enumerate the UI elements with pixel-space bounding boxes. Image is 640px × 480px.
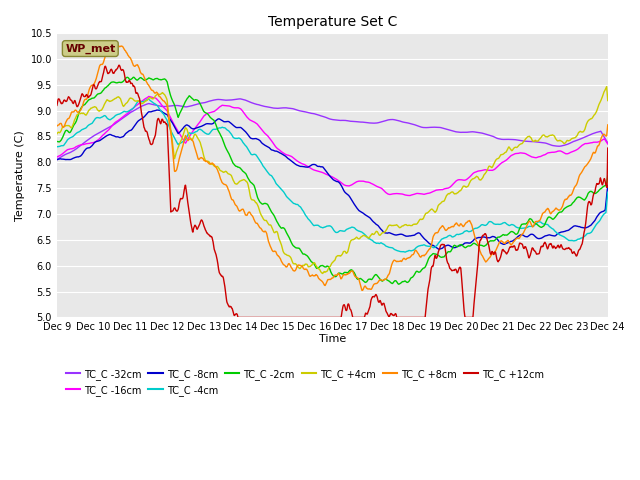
TC_C +12cm [309, 314, 317, 320]
TC_C +4cm [298, 264, 306, 269]
TC_C +4cm [96, 108, 104, 114]
TC_C +12cm [367, 297, 375, 303]
TC_C +4cm [367, 233, 374, 239]
TC_C -32cm [287, 106, 295, 111]
TC_C -4cm [308, 221, 316, 227]
TC_C -2cm [604, 173, 612, 179]
TC_C -2cm [308, 260, 316, 265]
TC_C -32cm [367, 120, 374, 126]
Text: WP_met: WP_met [65, 43, 115, 54]
TC_C +12cm [287, 314, 295, 320]
X-axis label: Time: Time [319, 334, 346, 344]
Y-axis label: Temperature (C): Temperature (C) [15, 130, 25, 221]
TC_C +4cm [118, 100, 126, 106]
TC_C -2cm [129, 74, 137, 80]
TC_C -2cm [287, 239, 295, 245]
TC_C -2cm [395, 281, 403, 287]
TC_C +8cm [298, 264, 306, 269]
TC_C -32cm [96, 130, 104, 135]
TC_C +12cm [53, 103, 61, 108]
TC_C -8cm [96, 138, 104, 144]
TC_C +8cm [96, 63, 104, 69]
TC_C -32cm [298, 108, 306, 114]
TC_C -4cm [367, 237, 374, 243]
TC_C -16cm [604, 141, 612, 147]
TC_C -8cm [154, 107, 161, 113]
TC_C -8cm [604, 182, 612, 188]
TC_C -8cm [118, 134, 126, 140]
TC_C -8cm [308, 162, 316, 168]
TC_C +8cm [604, 122, 612, 128]
TC_C -32cm [604, 140, 612, 146]
TC_C +4cm [319, 271, 326, 276]
Line: TC_C +8cm: TC_C +8cm [57, 45, 608, 290]
TC_C -8cm [298, 164, 306, 169]
TC_C +4cm [308, 262, 316, 268]
TC_C +8cm [118, 44, 126, 49]
TC_C -8cm [53, 157, 61, 163]
Line: TC_C -32cm: TC_C -32cm [57, 99, 608, 160]
TC_C -32cm [236, 96, 244, 102]
TC_C -16cm [298, 161, 306, 167]
TC_C -4cm [53, 144, 61, 150]
TC_C +8cm [358, 288, 366, 293]
TC_C -16cm [287, 153, 295, 159]
TC_C +8cm [114, 42, 122, 48]
TC_C -16cm [53, 154, 61, 160]
TC_C -16cm [118, 115, 126, 120]
Legend: TC_C -32cm, TC_C -16cm, TC_C -8cm, TC_C -4cm, TC_C -2cm, TC_C +4cm, TC_C +8cm, T: TC_C -32cm, TC_C -16cm, TC_C -8cm, TC_C … [61, 365, 548, 399]
TC_C -2cm [53, 139, 61, 144]
TC_C +4cm [604, 98, 612, 104]
TC_C -16cm [145, 94, 152, 99]
TC_C -32cm [53, 157, 61, 163]
TC_C -4cm [96, 115, 104, 121]
TC_C -16cm [406, 192, 413, 198]
TC_C +8cm [367, 287, 375, 292]
TC_C -2cm [96, 91, 104, 96]
TC_C -4cm [118, 110, 126, 116]
TC_C +12cm [299, 314, 307, 320]
TC_C -16cm [367, 180, 374, 186]
TC_C -8cm [435, 246, 443, 252]
TC_C -2cm [298, 251, 306, 256]
Line: TC_C -2cm: TC_C -2cm [57, 77, 608, 284]
TC_C -2cm [367, 276, 374, 282]
TC_C +4cm [53, 131, 61, 137]
TC_C -4cm [604, 190, 612, 195]
TC_C +12cm [96, 79, 104, 84]
TC_C -2cm [118, 79, 126, 85]
TC_C -4cm [287, 198, 295, 204]
TC_C -4cm [401, 249, 409, 255]
TC_C +12cm [118, 67, 126, 72]
TC_C +8cm [308, 272, 316, 278]
Line: TC_C -16cm: TC_C -16cm [57, 96, 608, 195]
TC_C +12cm [115, 62, 123, 68]
TC_C -32cm [118, 116, 126, 121]
TC_C +8cm [287, 264, 295, 270]
Line: TC_C -8cm: TC_C -8cm [57, 110, 608, 249]
TC_C +12cm [604, 145, 612, 151]
TC_C +8cm [53, 123, 61, 129]
Line: TC_C +4cm: TC_C +4cm [57, 86, 608, 274]
TC_C -16cm [96, 136, 104, 142]
Line: TC_C +12cm: TC_C +12cm [57, 65, 608, 317]
Line: TC_C -4cm: TC_C -4cm [57, 99, 608, 252]
TC_C +12cm [234, 314, 242, 320]
TC_C +4cm [287, 254, 294, 260]
Title: Temperature Set C: Temperature Set C [268, 15, 397, 29]
TC_C -32cm [308, 110, 316, 116]
TC_C +4cm [603, 84, 611, 89]
TC_C -16cm [308, 167, 316, 172]
TC_C -8cm [367, 216, 374, 222]
TC_C -8cm [287, 158, 295, 164]
TC_C -4cm [298, 207, 306, 213]
TC_C -4cm [145, 96, 152, 102]
